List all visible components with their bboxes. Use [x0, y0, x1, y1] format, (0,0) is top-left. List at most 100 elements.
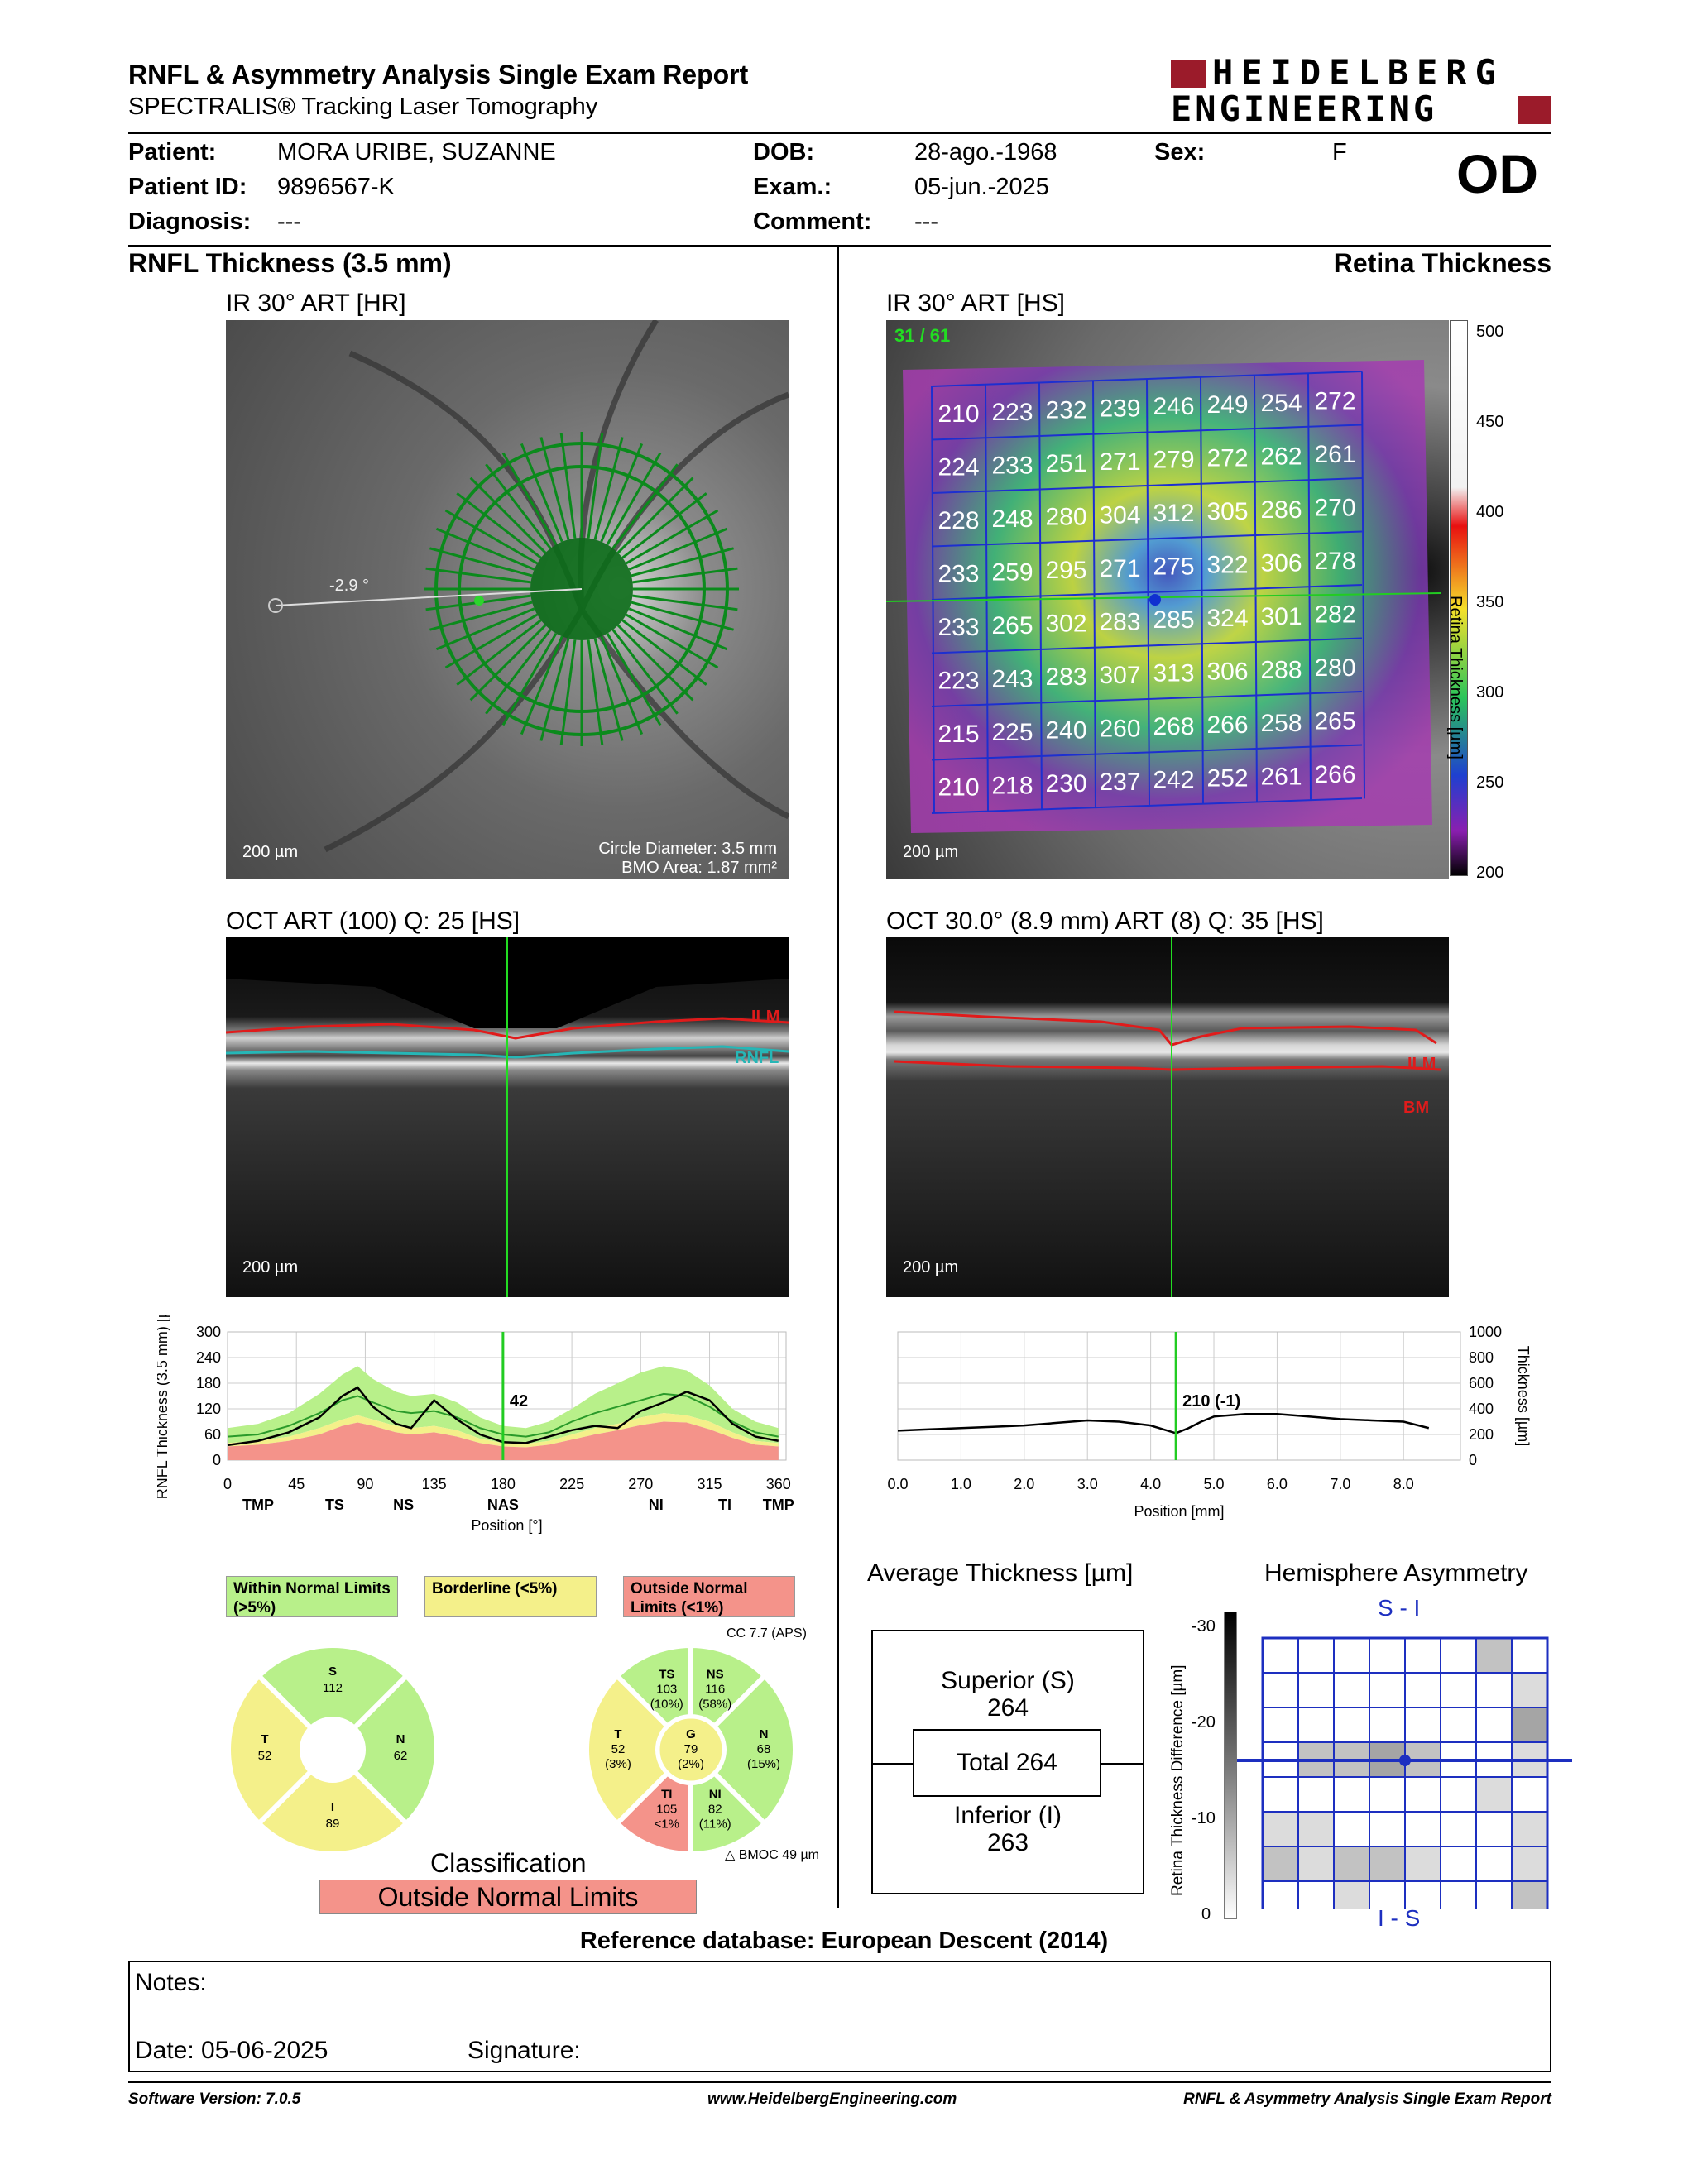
asymmetry-cell	[1475, 1811, 1513, 1847]
ir-left-overlay	[268, 320, 789, 853]
comment-value: ---	[914, 208, 938, 235]
avg-box-left-tick	[871, 1763, 913, 1765]
legend-outside-normal: Outside Normal Limits (<1%)	[623, 1576, 795, 1617]
grid-cell-value: 246	[1153, 393, 1194, 420]
inferior-label: Inferior (I)	[953, 1802, 1062, 1829]
x-tick-label: 5.0	[1204, 1476, 1225, 1492]
asymmetry-cell	[1475, 1637, 1513, 1674]
grid-cell-value: 279	[1153, 447, 1194, 474]
software-version: Software Version: 7.0.5	[128, 2091, 301, 2108]
asymmetry-cell	[1262, 1672, 1299, 1708]
grid-cell-value: 218	[991, 772, 1033, 799]
sector-value: 112	[323, 1681, 343, 1695]
sector-g	[655, 1714, 727, 1785]
cursor-value: 210 (-1)	[1182, 1392, 1240, 1410]
oct-right-overlay	[894, 937, 1441, 1297]
asymmetry-cell	[1297, 1846, 1335, 1882]
superior-label: Superior (S)	[941, 1667, 1075, 1694]
asymmetry-cell	[1475, 1707, 1513, 1743]
bmoc-label: △ BMOC 49 µm	[725, 1848, 819, 1862]
asymmetry-cell	[1297, 1776, 1335, 1813]
asymmetry-cell	[1262, 1776, 1299, 1813]
grid-cell-value: 223	[938, 668, 979, 695]
x-tick-label: 6.0	[1267, 1476, 1288, 1492]
grid-cell-value: 283	[1045, 663, 1086, 691]
header-divider	[128, 132, 1551, 134]
grid-cell-value: 261	[1260, 763, 1302, 790]
colorbar-tick: 450	[1476, 413, 1504, 431]
grid-cell-value: 233	[938, 614, 979, 641]
x-tick-label: 90	[357, 1476, 373, 1492]
grid-cell-value: 261	[1314, 441, 1355, 468]
sector-value: 68	[757, 1742, 771, 1756]
asymmetry-cell	[1297, 1880, 1335, 1909]
asymmetry-cell	[1511, 1672, 1548, 1708]
grid-cell-value: 271	[1099, 555, 1140, 582]
dob-value: 28-ago.-1968	[914, 139, 1057, 165]
y-axis-title: Thickness [µm]	[1515, 1346, 1531, 1446]
patient-label: Patient:	[128, 139, 217, 165]
sector-name: T	[614, 1727, 621, 1741]
y-tick-label: 600	[1469, 1375, 1494, 1391]
patient-id-label: Patient ID:	[128, 174, 247, 200]
asymmetry-cell	[1440, 1707, 1477, 1743]
reference-database: Reference database: European Descent (20…	[579, 1928, 1109, 1954]
normative-band	[228, 1421, 779, 1460]
asymmetry-cell	[1404, 1880, 1441, 1909]
sector-label: NS	[393, 1497, 414, 1513]
grid-cell-value: 266	[1206, 711, 1248, 739]
sector-percent: <1%	[655, 1817, 679, 1831]
sector-label: TMP	[763, 1497, 794, 1513]
colorbar-tick: 250	[1476, 774, 1504, 792]
grid-cell-value: 260	[1099, 715, 1140, 742]
cc-label: CC 7.7 (APS)	[727, 1626, 807, 1640]
sector-name: T	[261, 1732, 268, 1746]
grid-cell-value: 272	[1314, 388, 1355, 415]
asymmetry-cell	[1475, 1846, 1513, 1882]
oct-right-bm: BM	[1403, 1099, 1430, 1117]
asymmetry-cell	[1475, 1672, 1513, 1708]
ir-right-counter: 31 / 61	[894, 325, 951, 346]
grid-cell-value: 215	[938, 721, 979, 748]
grid-cell-value: 270	[1314, 495, 1355, 522]
oct-bscan-right: ILM BM 200 µm	[886, 937, 1449, 1297]
y-tick-label: 180	[196, 1375, 221, 1391]
ir-fundus-image-right: 210 223 232 239 246 249 254 272 224 233 251 271 279 2…	[886, 320, 1449, 879]
logo-line2: ENGINEERING	[1171, 89, 1438, 129]
legend-within-normal: Within Normal Limits (>5%)	[226, 1576, 398, 1617]
ir-left-angle: -2.9 °	[329, 577, 370, 595]
asymmetry-cell	[1297, 1637, 1335, 1674]
classification-label: Classification	[430, 1848, 587, 1878]
normative-band	[228, 1366, 779, 1444]
asymmetry-cell	[1333, 1672, 1370, 1708]
x-tick-label: 3.0	[1077, 1476, 1098, 1492]
legend-borderline: Borderline (<5%)	[424, 1576, 597, 1617]
patient-id-value: 9896567-K	[277, 174, 395, 200]
colorbar-title: Retina Thickness [µm]	[1446, 596, 1465, 759]
footer-divider	[128, 2081, 1551, 2083]
grid-cell-value: 254	[1260, 390, 1302, 417]
asymmetry-bottom-label: I - S	[1378, 1905, 1421, 1931]
thickness-line	[897, 1412, 1430, 1434]
asymmetry-cell	[1369, 1880, 1406, 1909]
asymmetry-cell	[1404, 1846, 1441, 1882]
asymmetry-tick: 0	[1201, 1905, 1211, 1923]
sector-value: 52	[258, 1749, 272, 1763]
grid-cell-value: 280	[1314, 654, 1355, 682]
normative-band	[228, 1413, 779, 1448]
sector-percent: (10%)	[650, 1698, 683, 1712]
sector-name: G	[686, 1727, 696, 1741]
grid-cell-value: 313	[1153, 660, 1194, 687]
inferior-value: 263	[986, 1829, 1029, 1856]
colorbar-tick: 200	[1476, 864, 1504, 882]
sector-name: I	[331, 1800, 334, 1814]
oct-left-label: OCT ART (100) Q: 25 [HS]	[226, 908, 520, 935]
grid-cell-value: 268	[1153, 713, 1194, 740]
asymmetry-cell	[1333, 1846, 1370, 1882]
sector-chart-simple: S 112 T 52 N 62 I 89	[226, 1643, 439, 1856]
grid-cell-value: 239	[1099, 395, 1140, 422]
grid-cell-value: 304	[1099, 501, 1140, 529]
classification-value: Outside Normal Limits	[319, 1880, 697, 1914]
rnfl-section-title: RNFL Thickness (3.5 mm)	[128, 248, 452, 278]
diagnosis-label: Diagnosis:	[128, 208, 252, 235]
